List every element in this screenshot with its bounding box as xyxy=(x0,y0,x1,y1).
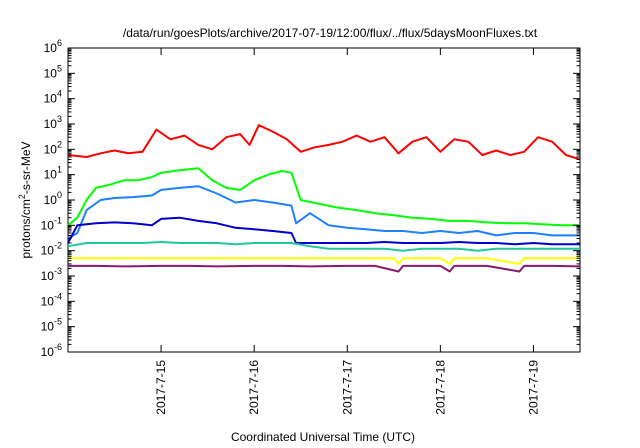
x-tick-label: 2017-7-15 xyxy=(154,360,168,415)
x-axis-ticks: 2017-7-15 2017-7-16 2017-7-17 2017-7-18 2017… xyxy=(154,48,540,415)
y-tick-label: 10-4 xyxy=(41,291,62,308)
y-tick-label: 10-6 xyxy=(41,342,62,359)
y-axis-ticks: 106 105 104 103 102 101 100 10-1 10-2 10-3 10-4 10-… xyxy=(41,38,580,359)
y-tick-label: 100 xyxy=(44,190,62,207)
x-axis-label: Coordinated Universal Time (UTC) xyxy=(231,430,415,444)
x-tick-label: 2017-7-18 xyxy=(433,360,447,415)
series-layer xyxy=(67,124,581,273)
series-line-1 xyxy=(67,124,581,161)
series-line-2 xyxy=(67,167,580,227)
series-line-4 xyxy=(67,216,580,246)
series-line-3 xyxy=(67,185,580,240)
y-tick-label: 105 xyxy=(44,63,62,80)
y-tick-label: 106 xyxy=(44,38,62,55)
plot-frame xyxy=(67,47,581,353)
series-line-5 xyxy=(67,241,580,252)
series-line-6 xyxy=(68,257,580,265)
chart-title: /data/run/goesPlots/archive/2017-07-19/1… xyxy=(123,26,538,40)
y-axis-label: protons/cm2-s-sr-MeV xyxy=(17,141,33,258)
y-tick-label: 10-2 xyxy=(41,241,62,258)
x-tick-label: 2017-7-17 xyxy=(340,360,354,415)
y-tick-label: 104 xyxy=(44,89,62,106)
y-tick-label: 102 xyxy=(44,139,62,156)
y-tick-label: 101 xyxy=(44,165,62,182)
series-line-7 xyxy=(68,264,581,273)
y-tick-label: 10-5 xyxy=(41,317,62,334)
x-tick-label: 2017-7-19 xyxy=(526,360,540,415)
y-tick-label: 10-1 xyxy=(41,215,62,232)
x-tick-label: 2017-7-16 xyxy=(247,360,261,415)
y-tick-label: 10-3 xyxy=(41,266,62,283)
y-tick-label: 103 xyxy=(44,114,62,131)
